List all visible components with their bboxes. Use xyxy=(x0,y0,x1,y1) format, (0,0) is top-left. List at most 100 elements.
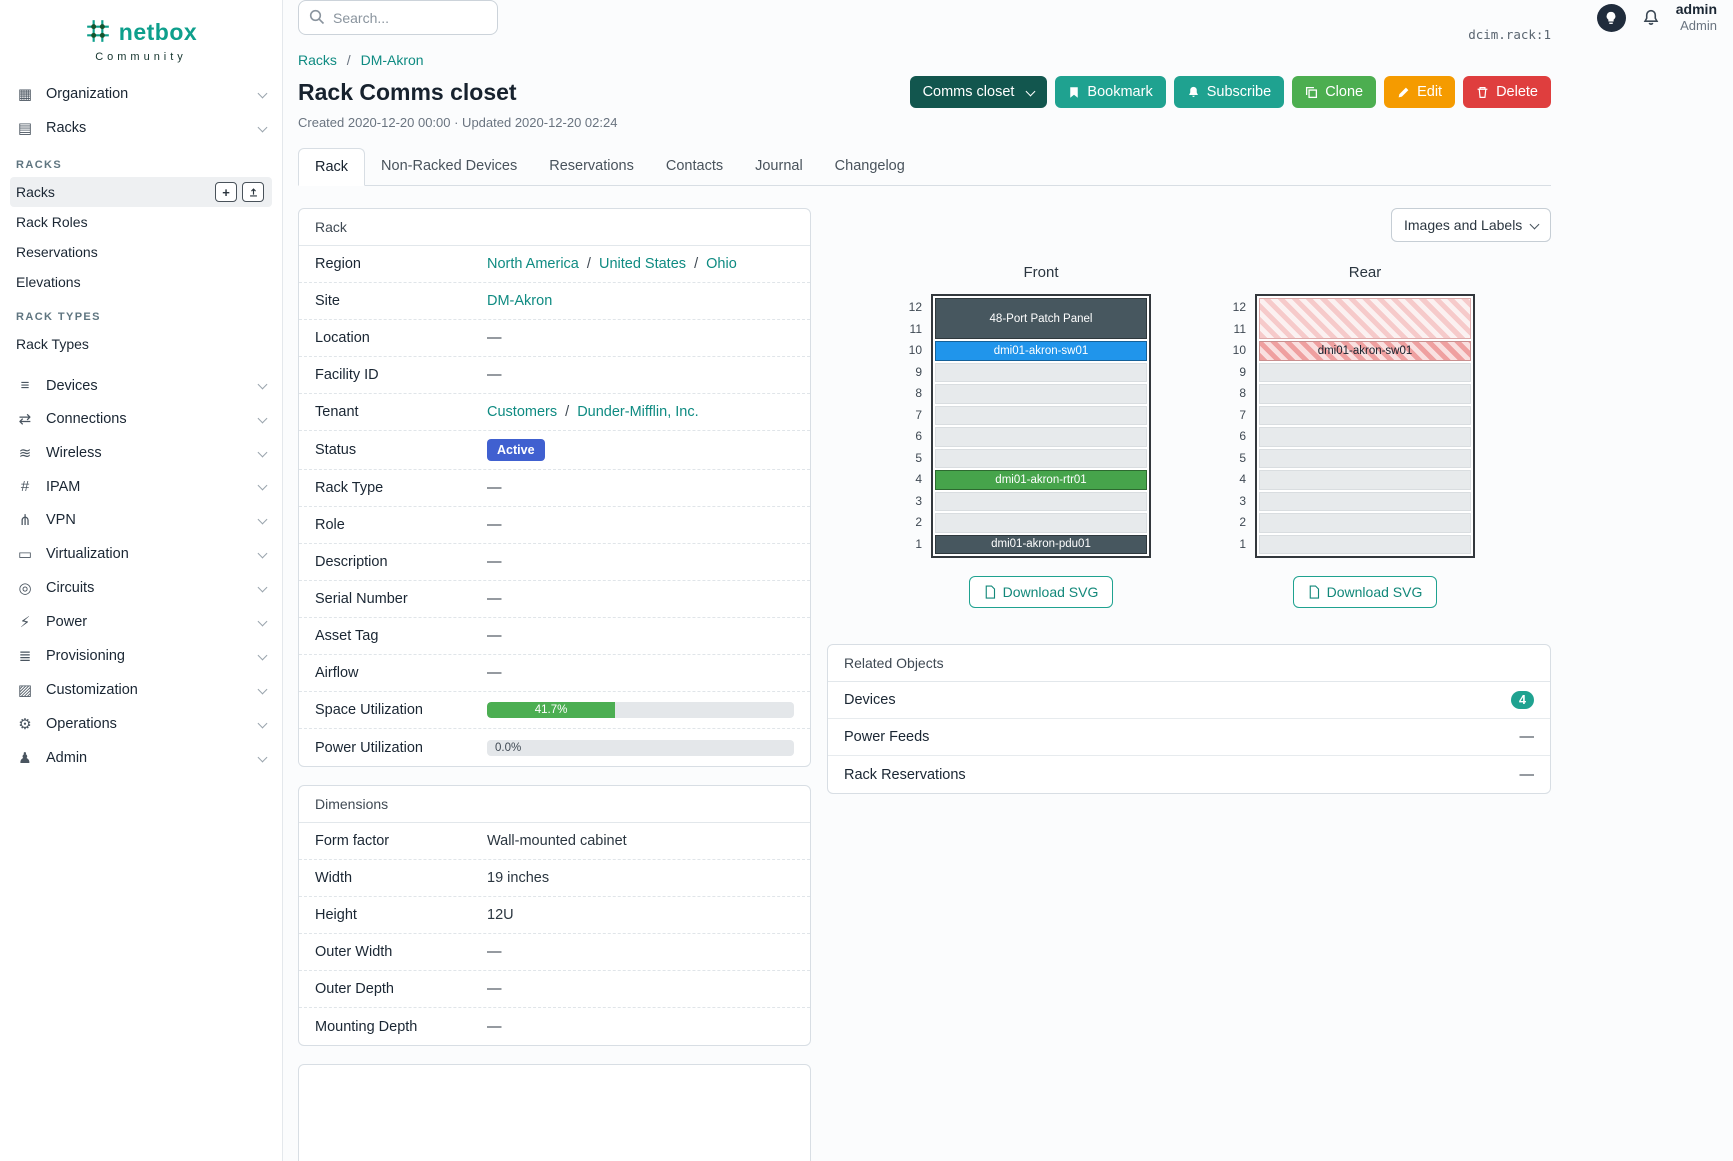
notifications-button[interactable] xyxy=(1642,9,1660,27)
rack-icon: ▤ xyxy=(17,120,33,137)
attr-row-power-utilization: Power Utilization 0.0% xyxy=(299,729,810,766)
rack-device-router[interactable]: dmi01-akron-rtr01 xyxy=(935,470,1147,490)
rack-unit-empty[interactable] xyxy=(935,405,1147,425)
sidebar-item-devices[interactable]: ≡ Devices xyxy=(0,369,282,402)
rack-unit-empty[interactable] xyxy=(1259,448,1471,468)
tab-changelog[interactable]: Changelog xyxy=(834,158,905,174)
sidebar-item-power[interactable]: ⚡ Power xyxy=(0,605,282,639)
rack-group-dropdown-button[interactable]: Comms closet xyxy=(909,76,1048,108)
chevron-down-icon xyxy=(257,122,268,132)
tab-rack[interactable]: Rack xyxy=(298,148,366,186)
rack-unit-empty[interactable] xyxy=(935,427,1147,447)
region-link[interactable]: Ohio xyxy=(706,256,737,272)
sidebar-item-provisioning[interactable]: ≣ Provisioning xyxy=(0,639,282,673)
tab-reservations[interactable]: Reservations xyxy=(549,158,634,174)
customization-icon: ▨ xyxy=(17,682,33,699)
tab-contacts[interactable]: Contacts xyxy=(665,158,724,174)
rack-unit-empty[interactable] xyxy=(935,384,1147,404)
lightbulb-icon xyxy=(1606,11,1616,24)
sidebar-item-racks[interactable]: ▤ Racks xyxy=(0,111,282,145)
dark-mode-toggle-button[interactable] xyxy=(1596,3,1626,32)
sidebar-item-ipam[interactable]: # IPAM xyxy=(0,470,282,503)
admin-icon: ♟ xyxy=(18,750,32,767)
sidebar-item-vpn[interactable]: ⋔ VPN xyxy=(0,503,282,537)
add-rack-button[interactable]: + xyxy=(215,182,237,202)
user-menu[interactable]: admin Admin xyxy=(1676,1,1717,35)
rack-unit-empty[interactable] xyxy=(1259,384,1471,404)
sidebar-item-operations[interactable]: ⚙ Operations xyxy=(0,707,282,741)
brand[interactable]: netbox Community xyxy=(0,12,282,77)
sidebar-item-organization[interactable]: ▦ Organization xyxy=(0,77,282,111)
front-title: Front xyxy=(1023,264,1059,281)
sidebar-item-virtualization[interactable]: ▭ Virtualization xyxy=(0,537,282,571)
rack-unit-empty[interactable] xyxy=(935,448,1147,468)
sidebar-item-label: Virtualization xyxy=(46,546,129,562)
related-row-power-feeds[interactable]: Power Feeds — xyxy=(828,719,1550,756)
rack-unit-empty[interactable] xyxy=(935,491,1147,511)
rack-unit-empty[interactable] xyxy=(1259,470,1471,490)
tab-journal[interactable]: Journal xyxy=(755,158,803,174)
clone-button[interactable]: Clone xyxy=(1292,76,1377,108)
rack-unit-empty[interactable] xyxy=(1259,513,1471,533)
bookmark-button[interactable]: Bookmark xyxy=(1055,76,1166,108)
rack-unit-empty[interactable] xyxy=(1259,534,1471,554)
chevron-down-icon xyxy=(257,684,268,694)
attr-row-airflow: Airflow — xyxy=(299,655,810,692)
sidebar-item-customization[interactable]: ▨ Customization xyxy=(0,673,282,707)
region-link[interactable]: North America xyxy=(487,256,579,272)
related-row-devices[interactable]: Devices 4 xyxy=(828,682,1550,719)
trash-icon xyxy=(1477,86,1488,98)
rack-unit-empty[interactable] xyxy=(1259,491,1471,511)
rack-device-pdu[interactable]: dmi01-akron-pdu01 xyxy=(935,534,1147,554)
related-row-rack-reservations[interactable]: Rack Reservations — xyxy=(844,766,1534,783)
rack-unit-empty[interactable] xyxy=(1259,362,1471,382)
netbox-logo-icon xyxy=(85,18,111,47)
sidebar-item-circuits[interactable]: ◎ Circuits xyxy=(0,571,282,605)
sidebar-item-elevations[interactable]: Elevations xyxy=(16,274,81,290)
rack-device-switch[interactable]: dmi01-akron-sw01 xyxy=(935,341,1147,361)
unit-numbers: 12 11 10 9 8 7 6 5 4 3 xyxy=(1232,300,1246,551)
region-link[interactable]: United States xyxy=(598,256,687,272)
sidebar-item-admin[interactable]: ♟ Admin xyxy=(0,741,282,775)
tab-non-racked-devices[interactable]: Non-Racked Devices xyxy=(381,158,518,174)
sidebar-item-connections[interactable]: ⇄ Connections xyxy=(0,402,282,436)
delete-button[interactable]: Delete xyxy=(1463,76,1551,108)
sidebar: netbox Community ▦ Organization ▤ Racks … xyxy=(0,0,283,1161)
rack-unit-empty[interactable] xyxy=(1259,427,1471,447)
subscribe-button[interactable]: Subscribe xyxy=(1173,76,1285,108)
edit-button[interactable]: Edit xyxy=(1384,76,1456,108)
breadcrumb: Racks / DM-Akron xyxy=(298,52,1551,68)
sidebar-item-wireless[interactable]: ≋ Wireless xyxy=(0,436,282,470)
rack-unit-empty[interactable] xyxy=(935,513,1147,533)
breadcrumb-racks-link[interactable]: Racks xyxy=(298,52,337,68)
download-svg-front-button[interactable]: Download SVG xyxy=(968,576,1114,608)
download-svg-rear-button[interactable]: Download SVG xyxy=(1292,576,1438,608)
attr-row-space-utilization: Space Utilization 41.7% xyxy=(299,692,810,729)
rack-unit-empty[interactable] xyxy=(1259,405,1471,425)
vpn-icon: ⋔ xyxy=(18,512,32,529)
rack-rear-device-switch[interactable]: dmi01-akron-sw01 xyxy=(1259,341,1471,361)
sidebar-item-rack-types[interactable]: Rack Types xyxy=(16,336,89,352)
tenant-link[interactable]: Dunder-Mifflin, Inc. xyxy=(577,404,699,420)
rear-title: Rear xyxy=(1348,264,1382,281)
power-utilization-label: 0.0% xyxy=(495,741,522,754)
sidebar-item-rack-roles[interactable]: Rack Roles xyxy=(16,214,88,230)
status-badge: Active xyxy=(487,439,545,461)
import-rack-button[interactable] xyxy=(242,182,264,202)
tenant-group-link[interactable]: Customers xyxy=(487,404,558,420)
search-input[interactable] xyxy=(298,0,498,35)
action-buttons: Comms closet Bookmark Subscribe Clone xyxy=(909,76,1551,108)
bell-icon xyxy=(1643,9,1659,25)
sidebar-item-reservations[interactable]: Reservations xyxy=(16,244,98,260)
site-link[interactable]: DM-Akron xyxy=(487,293,553,309)
sidebar-item-racks-list[interactable]: Racks + xyxy=(10,177,272,207)
copy-icon xyxy=(1306,86,1318,98)
rack-device-patch-panel[interactable]: 48-Port Patch Panel xyxy=(935,298,1147,339)
brand-subtitle: Community xyxy=(95,51,187,63)
rack-unit-empty[interactable] xyxy=(935,362,1147,382)
rack-rear-occupied[interactable] xyxy=(1259,298,1471,339)
user-name: admin xyxy=(1675,0,1717,17)
elevation-view-select[interactable]: Images and Labels xyxy=(1391,208,1551,242)
circuits-icon: ◎ xyxy=(18,580,32,597)
breadcrumb-site-link[interactable]: DM-Akron xyxy=(360,52,424,68)
